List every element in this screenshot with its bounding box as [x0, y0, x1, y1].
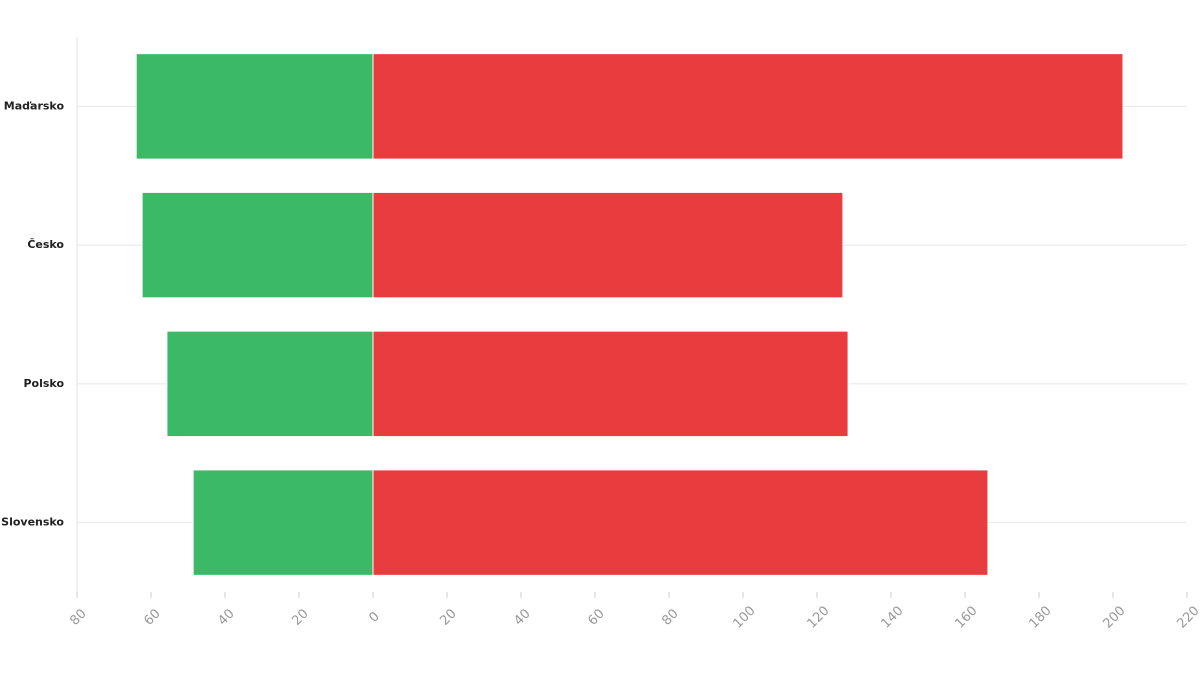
x-tick-label: 80: [67, 606, 89, 628]
bar: [135, 53, 374, 160]
x-tick-label: 40: [215, 606, 237, 628]
x-tick-label: 80: [659, 606, 681, 628]
x-tick-label: 60: [141, 606, 163, 628]
bar: [372, 53, 1124, 160]
x-tick-label: 120: [804, 603, 832, 631]
bar: [372, 191, 844, 299]
x-tick-label: 0: [366, 609, 382, 625]
x-tick-label: 60: [585, 606, 607, 628]
bar: [372, 469, 989, 576]
x-tick-label: 20: [289, 606, 311, 628]
x-tick-label: 180: [1026, 603, 1054, 631]
x-tick-label: 160: [952, 603, 980, 631]
y-tick-label: Polsko: [23, 377, 64, 390]
x-tick-label: 40: [511, 606, 533, 628]
y-tick-label: Česko: [27, 238, 64, 251]
bar: [166, 330, 374, 438]
bar: [192, 469, 374, 576]
bar: [141, 191, 374, 299]
y-tick-label: Slovensko: [1, 516, 64, 529]
x-tick-label: 140: [878, 603, 906, 631]
x-tick-label: 20: [437, 606, 459, 628]
bar: [372, 330, 849, 438]
y-tick-label: Maďarsko: [4, 99, 65, 112]
x-tick-label: 100: [730, 603, 758, 631]
x-tick-label: 200: [1100, 603, 1128, 631]
x-tick-label: 220: [1174, 603, 1200, 631]
